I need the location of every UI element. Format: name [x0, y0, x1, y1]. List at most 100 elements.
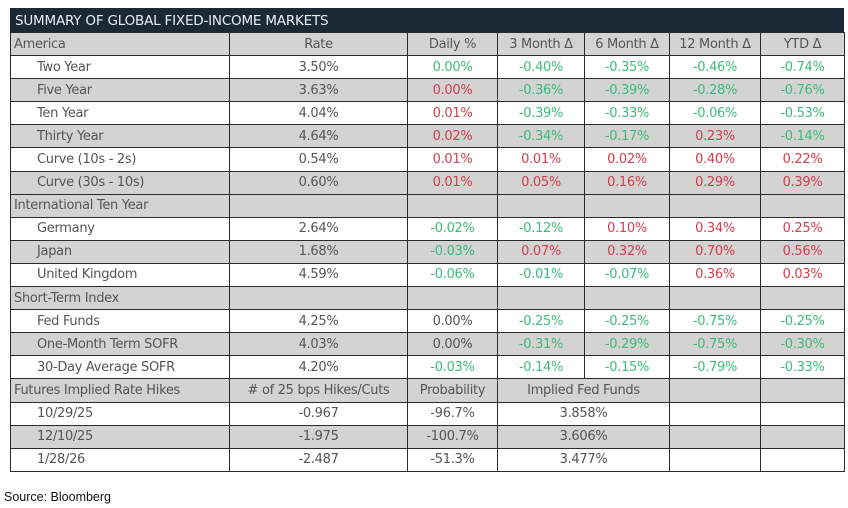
daily-cell: -0.02% [407, 216, 498, 241]
rate-cell: 4.20% [229, 355, 408, 380]
empty-cell [407, 193, 498, 218]
m6-cell: 0.02% [584, 147, 670, 172]
m6-cell: -0.39% [584, 78, 670, 103]
table-title: SUMMARY OF GLOBAL FIXED-INCOME MARKETS [10, 8, 844, 32]
table-row: 12/10/25 -1.975 -100.7% 3.606% [10, 424, 845, 449]
empty-cell [760, 286, 845, 311]
row-label: 30-Day Average SOFR [10, 355, 230, 380]
ytd-cell: 0.56% [760, 239, 845, 264]
m6-cell: 0.32% [584, 239, 670, 264]
rate-cell: 3.50% [229, 55, 408, 80]
ytd-cell: -0.74% [760, 55, 845, 80]
row-label: Germany [10, 216, 230, 241]
col-6m: 6 Month Δ [584, 31, 670, 57]
m12-cell: 0.23% [669, 124, 761, 149]
m12-cell: 0.36% [669, 262, 761, 288]
daily-cell: 0.01% [407, 170, 498, 195]
col-ytd: YTD Δ [760, 31, 845, 57]
empty-cell [669, 401, 761, 426]
col-hikes: # of 25 bps Hikes/Cuts [229, 378, 408, 403]
section-row: Short-Term Index [10, 286, 845, 311]
table-row: Curve (30s - 10s) 0.60% 0.01% 0.05% 0.16… [10, 170, 845, 195]
m3-cell: -0.36% [497, 78, 585, 103]
empty-cell [760, 378, 845, 403]
daily-cell: 0.00% [407, 55, 498, 80]
row-label: Fed Funds [10, 309, 230, 334]
ytd-cell: 0.25% [760, 216, 845, 241]
m3-cell: -0.34% [497, 124, 585, 149]
fixed-income-summary: SUMMARY OF GLOBAL FIXED-INCOME MARKETS A… [10, 8, 845, 472]
row-label: Curve (30s - 10s) [10, 170, 230, 195]
row-label: Thirty Year [10, 124, 230, 149]
table-row: Germany 2.64% -0.02% -0.12% 0.10% 0.34% … [10, 216, 845, 241]
m3-cell: -0.39% [497, 101, 585, 126]
section-row: International Ten Year [10, 193, 845, 218]
daily-cell: 0.00% [407, 332, 498, 357]
table-row: Thirty Year 4.64% 0.02% -0.34% -0.17% 0.… [10, 124, 845, 149]
m12-cell: -0.28% [669, 78, 761, 103]
m12-cell: -0.79% [669, 355, 761, 380]
row-label: Curve (10s - 2s) [10, 147, 230, 172]
daily-cell: 0.00% [407, 309, 498, 334]
rate-cell: 2.64% [229, 216, 408, 241]
m6-cell: 0.10% [584, 216, 670, 241]
hikes-cell: -1.975 [229, 424, 408, 449]
row-label: 1/28/26 [10, 447, 230, 472]
m3-cell: -0.40% [497, 55, 585, 80]
empty-cell [229, 286, 408, 311]
m6-cell: -0.35% [584, 55, 670, 80]
ytd-cell: -0.14% [760, 124, 845, 149]
row-label: One-Month Term SOFR [10, 332, 230, 357]
daily-cell: 0.02% [407, 124, 498, 149]
ytd-cell: -0.76% [760, 78, 845, 103]
col-implied-fed-funds: Implied Fed Funds [497, 378, 670, 403]
row-label: Ten Year [10, 101, 230, 126]
rate-cell: 0.54% [229, 147, 408, 172]
empty-cell [669, 447, 761, 472]
m6-cell: -0.25% [584, 309, 670, 334]
m6-cell: -0.17% [584, 124, 670, 149]
row-label: Japan [10, 239, 230, 264]
source-note: Source: Bloomberg [4, 490, 112, 504]
m6-cell: -0.07% [584, 262, 670, 288]
empty-cell [669, 193, 761, 218]
empty-cell [760, 401, 845, 426]
table-row: Five Year 3.63% 0.00% -0.36% -0.39% -0.2… [10, 78, 845, 103]
implied-cell: 3.858% [497, 401, 670, 426]
m12-cell: -0.46% [669, 55, 761, 80]
m12-cell: -0.75% [669, 332, 761, 357]
m3-cell: -0.12% [497, 216, 585, 241]
ytd-cell: 0.39% [760, 170, 845, 195]
m3-cell: -0.01% [497, 262, 585, 288]
m3-cell: -0.25% [497, 309, 585, 334]
ytd-cell: -0.25% [760, 309, 845, 334]
empty-cell [584, 286, 670, 311]
m12-cell: 0.40% [669, 147, 761, 172]
rate-cell: 4.64% [229, 124, 408, 149]
ytd-cell: -0.30% [760, 332, 845, 357]
table-row: 30-Day Average SOFR 4.20% -0.03% -0.14% … [10, 355, 845, 380]
ytd-cell: 0.03% [760, 262, 845, 288]
col-probability: Probability [407, 378, 498, 403]
implied-cell: 3.606% [497, 424, 670, 449]
m6-cell: 0.16% [584, 170, 670, 195]
daily-cell: -0.06% [407, 262, 498, 288]
section-america: America [10, 31, 230, 57]
empty-cell [760, 193, 845, 218]
m3-cell: -0.31% [497, 332, 585, 357]
empty-cell [497, 286, 585, 311]
rate-cell: 4.25% [229, 309, 408, 334]
section-short-term: Short-Term Index [10, 286, 230, 311]
empty-cell [760, 447, 845, 472]
table-row: One-Month Term SOFR 4.03% 0.00% -0.31% -… [10, 332, 845, 357]
empty-cell [407, 286, 498, 311]
section-international: International Ten Year [10, 193, 230, 218]
table-row: 1/28/26 -2.487 -51.3% 3.477% [10, 447, 845, 472]
header-row: America Rate Daily % 3 Month Δ 6 Month Δ… [10, 31, 845, 57]
col-12m: 12 Month Δ [669, 31, 761, 57]
table-row: Two Year 3.50% 0.00% -0.40% -0.35% -0.46… [10, 55, 845, 80]
col-daily: Daily % [407, 31, 498, 57]
row-label: 10/29/25 [10, 401, 230, 426]
ytd-cell: -0.33% [760, 355, 845, 380]
implied-cell: 3.477% [497, 447, 670, 472]
